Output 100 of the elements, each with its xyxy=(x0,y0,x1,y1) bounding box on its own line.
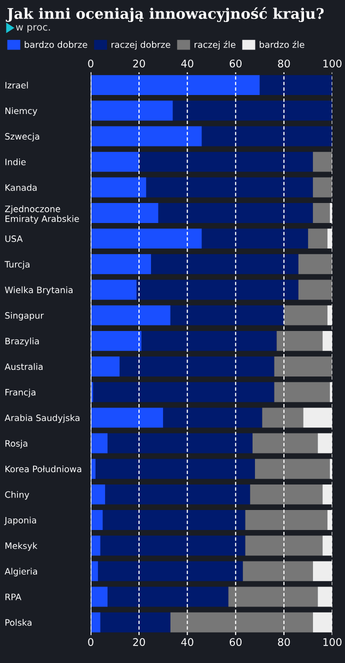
bar xyxy=(202,228,308,249)
bar xyxy=(90,330,142,351)
y-tick-label: Korea Południowa xyxy=(5,466,82,472)
x2-tick-label: 80 xyxy=(278,60,290,68)
bar xyxy=(98,561,243,582)
bar xyxy=(90,586,108,607)
bar xyxy=(90,254,152,274)
y-tick-label: RPA xyxy=(5,594,22,600)
chart-title: Jak inni oceniają innowacyjność kraju? xyxy=(6,7,324,22)
x2-tick-label: 20 xyxy=(133,60,145,68)
bar xyxy=(298,280,332,300)
y-tick-label: Chiny xyxy=(5,491,30,500)
legend-label: bardzo dobrze xyxy=(24,41,88,48)
legend-label: bardzo źle xyxy=(260,40,304,48)
bar xyxy=(322,484,332,504)
bar xyxy=(108,586,228,607)
x2-tick-label: 40 xyxy=(181,60,194,68)
y-tick-label: Singapur xyxy=(5,312,44,320)
bar xyxy=(250,484,323,504)
bar xyxy=(245,536,323,556)
bar xyxy=(90,510,103,530)
bar xyxy=(276,330,323,351)
bar xyxy=(158,203,313,223)
x-tick-label: 0 xyxy=(88,638,94,646)
bar xyxy=(90,356,120,376)
y-tick-label: Japonia xyxy=(4,516,36,526)
bar xyxy=(254,458,330,479)
bar xyxy=(93,382,274,402)
y-tick-label: Wielka Brytania xyxy=(4,286,72,295)
bar xyxy=(172,100,332,121)
y-tick-label: Zjednoczone Emiraty Arabskie xyxy=(5,205,79,224)
bar xyxy=(100,536,246,556)
bar xyxy=(102,510,246,530)
bar xyxy=(146,177,313,198)
bar xyxy=(170,612,313,632)
bar xyxy=(318,586,332,607)
bar xyxy=(303,408,332,428)
bar xyxy=(90,561,98,582)
bar xyxy=(252,433,318,454)
bar xyxy=(312,152,332,172)
y-tick-label: USA xyxy=(5,235,23,242)
bar xyxy=(318,433,332,454)
y-tick-label: Turcja xyxy=(4,260,30,270)
x2-tick-label: 60 xyxy=(230,60,242,68)
bar xyxy=(90,433,108,454)
bar xyxy=(312,561,332,582)
bar xyxy=(139,152,313,172)
x2-tick-label: 0 xyxy=(88,60,94,68)
bar xyxy=(151,254,298,274)
y-tick-label: Algieria xyxy=(4,568,38,576)
bar xyxy=(96,458,255,479)
bar xyxy=(262,408,304,428)
bar xyxy=(90,280,137,300)
bar xyxy=(298,254,332,274)
bar xyxy=(90,75,260,96)
x-tick-label: 100 xyxy=(323,638,342,646)
y-tick-label: Brazylia xyxy=(5,338,39,346)
y-tick-label: Niemcy xyxy=(5,107,38,116)
bar xyxy=(90,152,140,172)
bar xyxy=(274,356,332,376)
bar xyxy=(120,356,274,376)
bar xyxy=(100,612,170,632)
bar xyxy=(170,305,284,326)
bar xyxy=(202,126,332,146)
bar xyxy=(90,408,164,428)
y-tick-label: Arabia Saudyjska xyxy=(4,414,80,423)
bar xyxy=(136,280,298,300)
y-tick-label: Indie xyxy=(5,158,26,166)
y-tick-label: Meksyk xyxy=(5,542,38,551)
bar xyxy=(274,382,330,402)
bar xyxy=(284,305,328,326)
y-tick-label: Polska xyxy=(5,619,32,626)
bar xyxy=(90,612,100,632)
bar xyxy=(322,536,332,556)
bar xyxy=(228,586,318,607)
bar xyxy=(90,536,100,556)
bar xyxy=(90,484,106,504)
bar xyxy=(322,330,332,351)
legend-label: raczej dobrze xyxy=(112,41,170,50)
bar xyxy=(242,561,313,582)
bar xyxy=(90,126,202,146)
x-tick-label: 20 xyxy=(133,638,145,646)
bar xyxy=(312,612,332,632)
bar xyxy=(108,433,253,454)
y-tick-label: Australia xyxy=(4,363,43,370)
x2-tick-label: 100 xyxy=(323,60,342,68)
y-tick-label: Rosja xyxy=(5,440,28,448)
bar xyxy=(90,305,170,326)
chart-subtitle: w proc. xyxy=(16,25,50,33)
bar xyxy=(163,408,262,428)
y-tick-label: Izrael xyxy=(5,82,28,89)
bar xyxy=(312,177,332,198)
y-tick-label: Szwecja xyxy=(5,132,40,142)
legend-label: raczej źle xyxy=(194,40,236,50)
y-tick-label: Kanada xyxy=(5,184,37,191)
x-tick-label: 80 xyxy=(278,638,290,646)
bar xyxy=(90,203,158,223)
x-tick-label: 60 xyxy=(230,638,242,646)
bar xyxy=(260,75,332,96)
bar xyxy=(312,203,330,223)
